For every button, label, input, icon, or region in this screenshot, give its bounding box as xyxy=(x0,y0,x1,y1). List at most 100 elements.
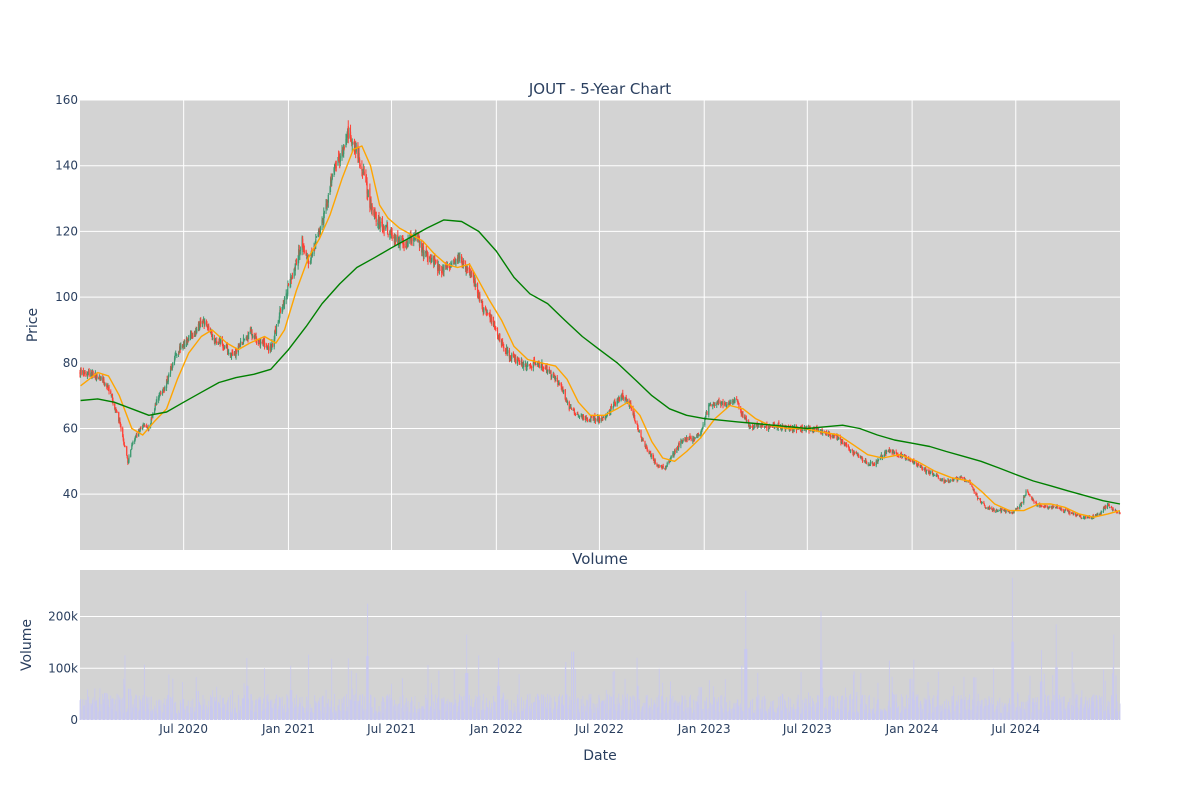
candle-body xyxy=(626,399,628,403)
candle-body xyxy=(331,173,333,180)
candle-body xyxy=(712,403,714,406)
candle-body xyxy=(872,462,874,465)
candle-body xyxy=(857,454,860,458)
volume-y-tick-label: 200k xyxy=(48,610,78,624)
candle-body xyxy=(936,474,938,476)
candle-body xyxy=(853,451,856,453)
candle-body xyxy=(358,153,360,158)
candle-body xyxy=(868,464,870,466)
candle-body xyxy=(242,337,245,345)
price-plot-background xyxy=(80,100,1120,550)
candle-body xyxy=(302,238,304,246)
candle-body xyxy=(1045,505,1047,507)
candle-body xyxy=(553,372,555,377)
candle-body xyxy=(303,247,305,251)
candle-body xyxy=(965,480,967,482)
candle-body xyxy=(646,445,648,449)
candle-body xyxy=(636,423,639,428)
candle-body xyxy=(481,301,483,307)
candle-body xyxy=(925,469,927,473)
candle-body xyxy=(613,404,615,408)
candle-body xyxy=(622,395,624,400)
candle-body xyxy=(139,430,141,432)
candle-body xyxy=(892,451,894,453)
price-y-tick-label: 80 xyxy=(63,356,78,370)
candle-body xyxy=(668,460,671,462)
candle-body xyxy=(279,309,281,318)
candle-body xyxy=(622,393,624,397)
candle-body xyxy=(232,352,234,355)
candle-body xyxy=(180,344,182,350)
candle-body xyxy=(1007,510,1009,512)
candle-body xyxy=(1049,506,1051,508)
candle-body xyxy=(1040,505,1042,507)
candle-body xyxy=(558,383,561,385)
candle-body xyxy=(705,412,708,414)
candle-body xyxy=(1001,509,1003,511)
candle-body xyxy=(827,432,829,437)
candle-body xyxy=(367,190,369,198)
candle-body xyxy=(614,401,616,404)
candle-body xyxy=(730,402,732,404)
candle-body xyxy=(638,431,640,433)
candle-body xyxy=(1061,508,1063,511)
candle-body xyxy=(1112,508,1114,510)
candle-body xyxy=(832,434,835,436)
candle-body xyxy=(810,430,812,432)
candle-body xyxy=(315,236,317,238)
candle-body xyxy=(92,371,94,377)
candle-body xyxy=(172,362,174,367)
candle-body xyxy=(716,403,718,405)
candle-body xyxy=(745,417,747,419)
candle-body xyxy=(495,327,497,329)
candle-body xyxy=(737,400,739,404)
candle-body xyxy=(744,416,746,418)
candle-body xyxy=(570,407,573,410)
candle-body xyxy=(184,343,186,347)
candle-body xyxy=(948,480,950,483)
candle-body xyxy=(816,427,819,431)
candle-body xyxy=(951,479,953,481)
candle-body xyxy=(221,339,223,345)
x-tick-label: Jul 2024 xyxy=(990,722,1040,736)
candle-body xyxy=(151,418,153,420)
candle-body xyxy=(386,226,389,234)
candle-body xyxy=(162,388,164,392)
candle-body xyxy=(411,238,413,242)
candle-body xyxy=(666,462,668,467)
candle-body xyxy=(365,180,368,183)
x-tick-label: Jan 2024 xyxy=(885,722,939,736)
candle-body xyxy=(122,436,124,441)
candle-body xyxy=(692,438,694,442)
candle-body xyxy=(901,455,904,458)
candle-body xyxy=(263,341,266,348)
candle-body xyxy=(156,399,158,402)
candle-body xyxy=(709,403,712,405)
candle-body xyxy=(136,434,138,436)
candle-body xyxy=(586,417,589,421)
candle-body xyxy=(941,480,943,482)
candle-body xyxy=(167,381,169,383)
candle-body xyxy=(1064,509,1066,511)
candle-body xyxy=(251,330,253,337)
candle-body xyxy=(714,404,716,406)
candle-body xyxy=(187,340,189,342)
candle-body xyxy=(722,401,724,406)
candle-body xyxy=(88,370,90,376)
candle-body xyxy=(760,426,762,428)
candle-body xyxy=(863,460,865,462)
candle-body xyxy=(132,441,134,444)
candle-body xyxy=(670,457,672,460)
candle-body xyxy=(395,236,397,241)
candle-body xyxy=(889,450,891,453)
candle-body xyxy=(460,256,463,262)
candle-body xyxy=(509,356,512,358)
candle-body xyxy=(967,481,970,483)
candle-body xyxy=(1091,517,1093,519)
candle-body xyxy=(873,464,876,466)
candle-body xyxy=(634,417,636,421)
candle-body xyxy=(554,377,557,379)
candle-body xyxy=(135,435,137,437)
candle-body xyxy=(570,407,572,409)
candle-body xyxy=(1118,512,1121,514)
